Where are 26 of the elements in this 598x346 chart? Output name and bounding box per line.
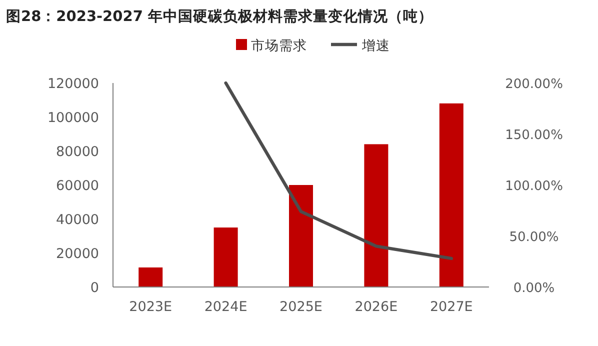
- x-tick-label: 2024E: [204, 299, 248, 315]
- line-series: [224, 81, 453, 260]
- bar: [138, 267, 163, 287]
- x-tick-label: 2023E: [129, 299, 172, 315]
- legend-label: 市场需求: [251, 38, 307, 54]
- chart-title: 图28：2023-2027 年中国硬碳负极材料需求量变化情况（吨）: [6, 7, 433, 25]
- legend-label: 增速: [361, 38, 390, 54]
- y2-tick-label: 0.00%: [513, 281, 555, 296]
- bar: [289, 185, 313, 287]
- y-tick-label: 40000: [56, 212, 99, 228]
- y-tick-label: 120000: [47, 76, 99, 92]
- bar: [364, 144, 388, 287]
- y-tick-label: 0: [90, 280, 99, 296]
- y-tick-label: 100000: [47, 110, 99, 126]
- y-tick-label: 60000: [56, 178, 99, 194]
- y2-tick-label: 50.00%: [509, 230, 559, 245]
- y-tick-label: 80000: [56, 144, 99, 160]
- y2-tick-label: 150.00%: [505, 128, 563, 143]
- x-tick-label: 2026E: [354, 299, 398, 315]
- x-tick-label: 2027E: [430, 299, 473, 315]
- y2-tick-label: 100.00%: [505, 179, 563, 194]
- bar: [439, 103, 464, 287]
- bar: [214, 228, 238, 287]
- y-tick-label: 20000: [56, 246, 99, 262]
- x-tick-label: 2025E: [280, 299, 322, 315]
- y2-tick-label: 200.00%: [505, 77, 563, 92]
